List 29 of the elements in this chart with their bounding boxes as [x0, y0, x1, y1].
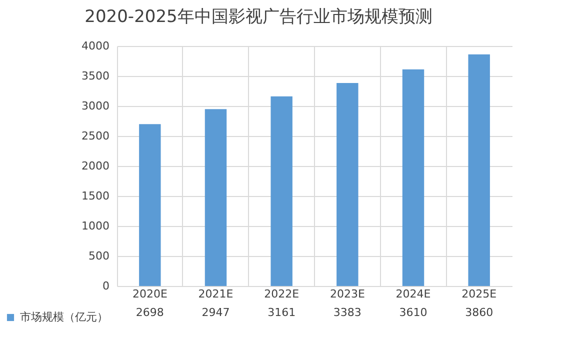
legend-label: 市场规模（亿元） — [20, 310, 108, 324]
y-tick-label: 2000 — [82, 160, 110, 172]
y-tick-label: 0 — [102, 280, 110, 292]
chart-title: 2020-2025年中国影视广告行业市场规模预测 — [84, 7, 432, 27]
bar — [402, 69, 424, 286]
x-tick-label: 2020E — [132, 288, 168, 300]
data-label: 3161 — [268, 306, 296, 319]
bar — [270, 96, 292, 286]
y-tick-label: 500 — [88, 250, 110, 262]
data-label: 2698 — [136, 306, 164, 319]
bar — [336, 83, 358, 286]
data-label: 3383 — [333, 306, 362, 319]
x-tick-label: 2023E — [330, 288, 365, 300]
x-tick-label: 2021E — [198, 288, 234, 300]
y-tick-label: 4000 — [82, 40, 110, 52]
data-label: 2947 — [202, 306, 230, 319]
x-tick-label: 2024E — [396, 288, 431, 300]
data-label: 3610 — [399, 306, 428, 319]
bar — [139, 124, 161, 286]
y-tick-label: 2500 — [82, 130, 110, 142]
y-tick-label: 3500 — [82, 70, 110, 82]
bar — [204, 109, 227, 286]
x-tick-label: 2022E — [264, 288, 300, 300]
y-tick-label: 3000 — [82, 100, 110, 112]
y-tick-label: 1500 — [82, 190, 110, 202]
y-tick-label: 1000 — [82, 220, 110, 232]
bar — [468, 54, 490, 286]
data-label: 3860 — [465, 306, 494, 319]
x-tick-label: 2025E — [462, 288, 497, 300]
